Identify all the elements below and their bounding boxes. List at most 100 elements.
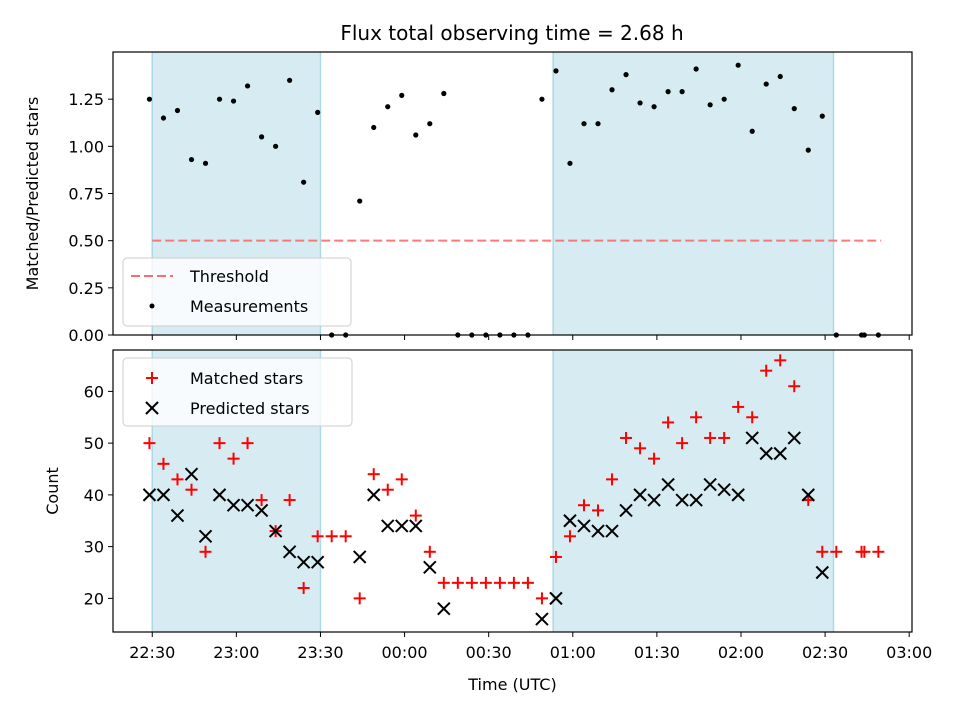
y-tick-label: 0.00 [68, 326, 104, 345]
matched-star-marker [479, 576, 492, 589]
predicted-star-marker [563, 514, 577, 528]
measurement-point [216, 96, 223, 102]
predicted-star-marker [689, 493, 703, 507]
matched-star-marker [339, 530, 352, 543]
matched-star-marker [732, 400, 745, 413]
matched-star-marker [367, 468, 380, 481]
bottom-panel: 20 30 40 50 60 22:30 23:00 23:30 00:00 00:30 01:0… [43, 349, 932, 694]
matched-star-marker [690, 411, 703, 424]
matched-star-marker [353, 592, 366, 605]
measurement-point [595, 121, 601, 127]
matched-star-marker [704, 431, 717, 444]
y-tick-label: 30 [84, 538, 104, 557]
predicted-star-marker [142, 488, 157, 502]
predicted-star-marker [661, 477, 675, 492]
measurement-point [539, 96, 545, 102]
measurement-point [637, 100, 643, 106]
measurement-point [202, 160, 209, 166]
predicted-star-marker [731, 488, 745, 502]
bottom-legend: Matched stars Predicted stars [122, 357, 353, 427]
matched-star-marker [283, 494, 296, 507]
top-legend: Threshold Measurements [122, 257, 352, 327]
matched-star-marker [549, 550, 562, 563]
x-axis-label: Time (UTC) [467, 675, 556, 694]
matched-star-marker [774, 354, 787, 367]
measurement-point [567, 160, 573, 166]
predicted-star-marker [268, 524, 283, 538]
matched-star-marker [171, 473, 184, 486]
predicted-star-marker [212, 488, 227, 502]
matched-star-marker [451, 576, 464, 589]
matched-star-marker [213, 437, 226, 450]
measurement-point [371, 124, 377, 131]
measurement-point [721, 96, 727, 102]
top-axes-frame [112, 51, 913, 336]
predicted-star-marker [745, 431, 759, 445]
matched-star-marker [872, 545, 885, 558]
predicted-star-marker [310, 555, 325, 569]
legend-predicted-label: Predicted stars [190, 399, 310, 418]
predicted-star-marker [254, 503, 269, 518]
measurement-point [188, 156, 195, 163]
measurement-point [609, 87, 615, 93]
matched-star-marker [620, 431, 633, 444]
measurement-point [399, 92, 405, 98]
matched-star-marker [592, 504, 605, 517]
matched-stars-points [143, 354, 885, 605]
matched-star-marker [423, 545, 436, 558]
predicted-star-marker [156, 488, 171, 502]
matched-star-marker [788, 380, 801, 393]
predicted-star-marker [409, 519, 423, 533]
measurement-point [791, 106, 797, 112]
bottom-axes-frame [112, 349, 913, 633]
legend-measurements-label: Measurements [190, 297, 308, 316]
matched-star-marker [143, 437, 156, 450]
predicted-star-marker [801, 488, 815, 502]
predicted-star-marker [787, 431, 801, 445]
measurement-point [763, 81, 769, 87]
x-tick-label: 02:00 [718, 643, 764, 662]
predicted-stars-points [142, 431, 829, 626]
measurement-point [679, 89, 685, 95]
legend-threshold-label: Threshold [189, 267, 269, 286]
x-tick-label: 00:30 [466, 643, 512, 662]
matched-star-marker [662, 416, 675, 429]
measurement-point [301, 179, 307, 185]
y-tick-label: 0.25 [68, 279, 104, 298]
top-y-ticks: 0.00 0.25 0.50 0.75 1.00 1.25 [68, 90, 113, 345]
measurement-point [665, 89, 671, 95]
matched-star-marker [325, 530, 338, 543]
x-axis-ticks: 22:30 23:00 23:30 00:00 00:30 01:00 01:30 02:00… [129, 632, 932, 662]
x-tick-label: 23:30 [297, 643, 343, 662]
predicted-star-marker [577, 519, 591, 533]
predicted-star-marker [703, 477, 717, 492]
measurement-point [707, 102, 713, 108]
predicted-star-marker [717, 482, 731, 497]
matched-star-marker [507, 576, 520, 589]
measurement-point [287, 77, 293, 83]
shaded-region [553, 52, 834, 335]
y-tick-label: 0.50 [68, 232, 104, 251]
legend-matched-swatch [146, 372, 158, 384]
matched-star-marker [535, 592, 548, 605]
matched-star-marker [577, 499, 590, 512]
y-tick-label: 1.25 [68, 90, 104, 109]
measurement-point [749, 128, 755, 134]
predicted-star-marker [815, 565, 829, 580]
predicted-star-marker [296, 555, 311, 569]
y-tick-label: 60 [84, 382, 104, 401]
predicted-star-marker [282, 545, 297, 559]
x-tick-label: 01:30 [634, 643, 680, 662]
measurement-point [258, 134, 265, 140]
measurement-point [273, 143, 279, 149]
matched-star-marker [409, 509, 422, 522]
bottom-y-axis-label: Count [43, 467, 62, 515]
y-tick-label: 50 [84, 434, 104, 453]
predicted-star-marker [395, 519, 409, 533]
measurement-point [777, 73, 783, 80]
top-legend-box [122, 257, 352, 327]
top-shaded-regions [151, 52, 835, 335]
predicted-star-marker [240, 498, 255, 512]
predicted-star-marker [170, 508, 185, 523]
